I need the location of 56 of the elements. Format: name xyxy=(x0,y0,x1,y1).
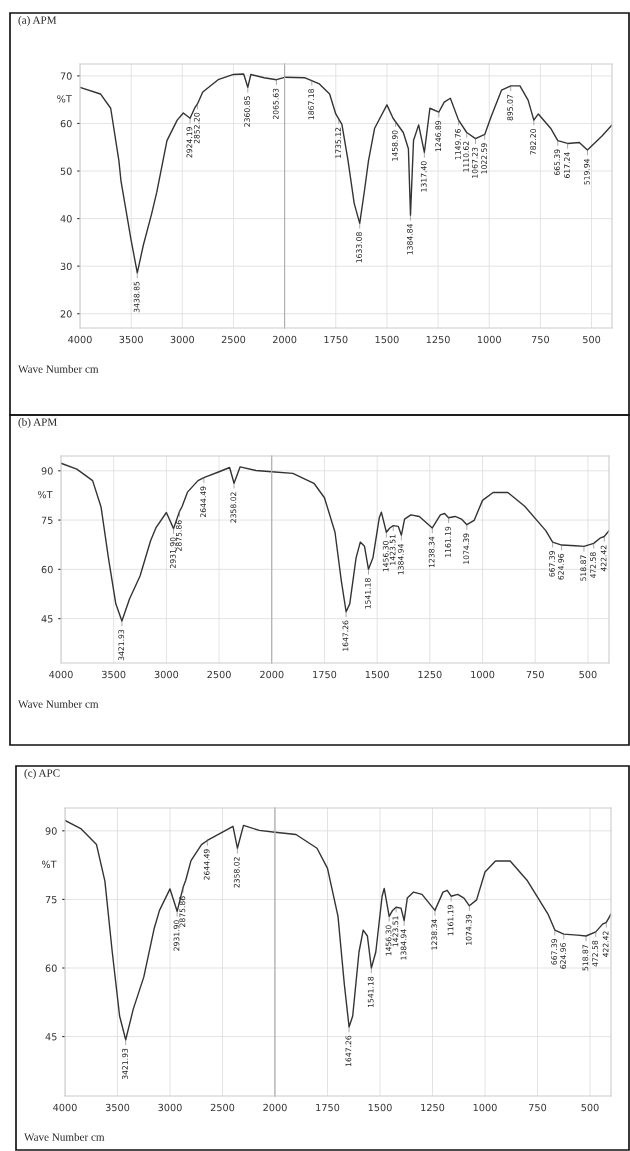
y-axis-title: %T xyxy=(41,860,57,868)
chart-title: (a) APM xyxy=(18,16,57,27)
x-tick-label: 3000 xyxy=(154,670,179,679)
y-tick-label: 20 xyxy=(60,310,72,318)
y-tick-label: 50 xyxy=(60,167,72,175)
x-tick-label: 1250 xyxy=(426,335,450,344)
chart-title: (b) APM xyxy=(18,418,57,429)
x-tick-label: 1750 xyxy=(313,670,337,679)
y-tick-label: 90 xyxy=(41,467,53,475)
chart-title: (c) APC xyxy=(24,769,60,780)
x-tick-label: 750 xyxy=(529,1103,547,1112)
y-tick-label: 75 xyxy=(41,516,53,524)
x-tick-label: 1750 xyxy=(316,1103,340,1112)
x-tick-label: 3500 xyxy=(105,1103,130,1112)
y-tick-label: 45 xyxy=(41,615,53,623)
y-tick-label: 90 xyxy=(45,827,57,835)
x-tick-label: 1500 xyxy=(368,1103,392,1112)
y-tick-label: 75 xyxy=(45,896,57,904)
y-tick-label: 60 xyxy=(45,964,57,972)
x-tick-label: 1500 xyxy=(365,670,389,679)
x-tick-label: 2000 xyxy=(263,1103,287,1112)
x-tick-label: 1250 xyxy=(418,670,442,679)
y-tick-label: 70 xyxy=(60,72,72,80)
y-axis-title: %T xyxy=(37,490,53,499)
y-axis-title: %T xyxy=(57,95,72,103)
x-tick-label: 2000 xyxy=(260,670,284,679)
x-tick-label: 4000 xyxy=(53,1103,77,1112)
y-tick-label: 60 xyxy=(60,119,72,128)
x-tick-label: 4000 xyxy=(49,670,73,679)
x-tick-label: 2000 xyxy=(272,335,297,344)
x-tick-label: 4000 xyxy=(68,335,92,344)
x-tick-label: 750 xyxy=(531,335,550,344)
x-tick-label: 500 xyxy=(579,670,597,679)
x-tick-label: 1500 xyxy=(375,335,399,344)
y-tick-label: 40 xyxy=(60,215,72,223)
x-tick-label: 1000 xyxy=(477,335,501,344)
x-tick-label: 1000 xyxy=(473,1103,497,1112)
x-tick-label: 1000 xyxy=(471,670,495,679)
x-tick-label: 2500 xyxy=(210,1103,235,1112)
x-tick-label: 1250 xyxy=(421,1103,445,1112)
x-tick-label: 2500 xyxy=(221,335,246,344)
y-tick-label: 45 xyxy=(45,1033,57,1041)
x-tick-label: 500 xyxy=(581,1103,599,1112)
x-tick-label: 2500 xyxy=(207,670,231,679)
x-axis-title: Wave Number cm xyxy=(18,364,99,373)
x-tick-label: 3000 xyxy=(170,335,195,344)
x-tick-label: 750 xyxy=(526,670,544,679)
y-tick-label: 60 xyxy=(41,565,53,574)
x-tick-label: 1750 xyxy=(324,335,348,344)
y-tick-label: 30 xyxy=(60,262,72,270)
x-tick-label: 3500 xyxy=(102,670,126,679)
x-tick-label: 3000 xyxy=(158,1103,182,1112)
x-tick-label: 500 xyxy=(583,335,601,344)
x-tick-label: 3500 xyxy=(119,335,143,344)
x-axis-title: Wave Number cm xyxy=(18,699,99,708)
x-axis-title: Wave Number cm xyxy=(24,1132,105,1141)
